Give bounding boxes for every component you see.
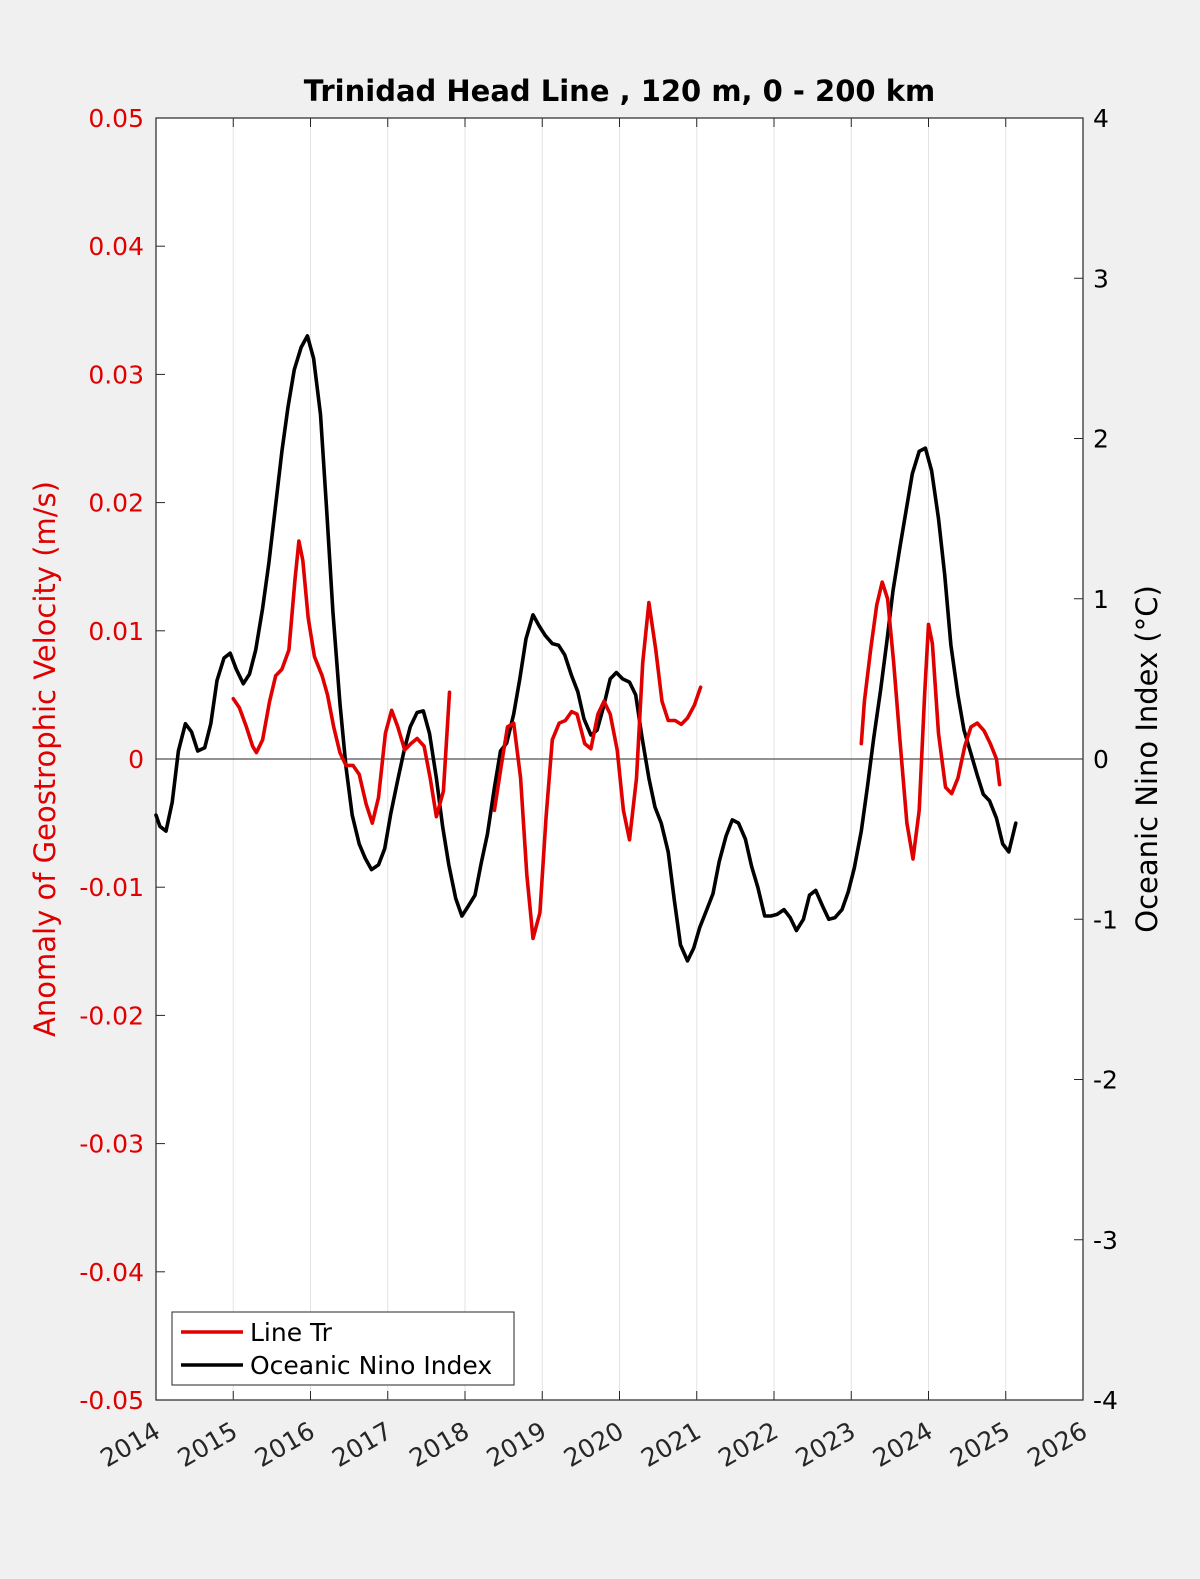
right-y-tick-label: -3 [1093,1226,1118,1255]
series-line-tr-segment-0 [231,539,452,825]
series-layer [154,334,1018,963]
legend-label-line-tr: Line Tr [250,1318,333,1347]
left-y-tick-label: -0.04 [79,1258,144,1287]
chart-title: Trinidad Head Line , 120 m, 0 - 200 km [304,74,935,108]
right-y-tick-label: -2 [1093,1066,1118,1095]
right-y-tick-label: 3 [1093,264,1109,293]
left-y-tick-label: -0.02 [79,1001,144,1030]
left-y-tick-label: 0.05 [88,104,144,133]
left-y-tick-label: -0.05 [79,1386,144,1415]
series-line-tr-segment-1 [492,600,703,941]
left-y-tick-label: -0.01 [79,873,144,902]
right-y-tick-label: 2 [1093,425,1109,454]
right-y-tick-label: 1 [1093,585,1109,614]
left-y-tick-label: 0 [128,745,144,774]
series-oni-segment-0 [154,334,1018,963]
right-y-tick-label: 4 [1093,104,1109,133]
left-y-tick-label: -0.03 [79,1130,144,1159]
left-axis-label: Anomaly of Geostrophic Velocity (m/s) [28,481,62,1037]
legend-box [171,1311,515,1386]
left-y-tick-label: 0.04 [88,232,144,261]
series-line-tr-segment-2 [859,580,1002,861]
right-y-tick-label: -4 [1093,1386,1118,1415]
left-y-tick-label: 0.01 [88,617,144,646]
right-axis-label: Oceanic Nino Index (°C) [1130,585,1164,933]
legend: Line Tr Oceanic Nino Index [171,1311,515,1386]
legend-label-oni: Oceanic Nino Index [250,1351,492,1380]
left-y-tick-label: 0.02 [88,489,144,518]
right-y-tick-label: -1 [1093,905,1118,934]
left-y-tick-label: 0.03 [88,360,144,389]
right-y-tick-label: 0 [1093,745,1109,774]
